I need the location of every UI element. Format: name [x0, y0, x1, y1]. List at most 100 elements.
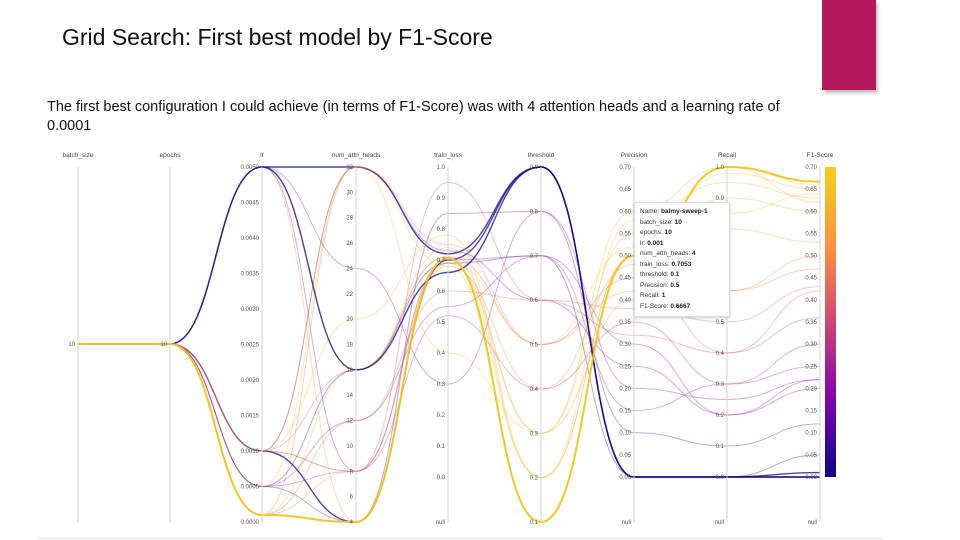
- tick-label-train-loss: null: [436, 520, 445, 526]
- tick-label-recall: 0.2: [716, 413, 725, 419]
- tooltip-value: balmy-sweep-1: [660, 208, 708, 215]
- tick-label-precision: 0.15: [619, 409, 631, 415]
- tick-label-threshold: 0.6: [530, 298, 539, 304]
- axes: batch_size10epochs10lr0.00500.00450.0040…: [62, 152, 833, 526]
- tick-label-precision: 0.65: [619, 187, 631, 193]
- run-line[interactable]: [77, 286, 821, 516]
- run-tooltip: Name: balmy-sweep-1 batch_size: 10 epochs:…: [634, 202, 730, 317]
- tick-label-f1-score: 0.10: [805, 431, 817, 437]
- axis-title-train-loss: train_loss: [434, 152, 463, 159]
- tick-label-f1-score: 0.65: [805, 187, 817, 193]
- accent-block: [822, 0, 876, 90]
- tick-label-train-loss: 0.8: [437, 227, 446, 233]
- tooltip-label: num_attn_heads:: [640, 250, 693, 257]
- tick-label-f1-score: 0.45: [805, 276, 817, 282]
- tick-label-f1-score: 0.35: [805, 320, 817, 326]
- tick-label-batch-size: 10: [68, 342, 75, 348]
- tick-label-threshold: 0.3: [530, 431, 539, 437]
- tick-label-num-attn-heads: 16: [346, 368, 353, 374]
- tooltip-row: batch_size: 10: [640, 218, 724, 229]
- tick-label-lr: 0.0005: [241, 485, 260, 491]
- tick-label-num-attn-heads: 8: [350, 469, 354, 475]
- tick-label-num-attn-heads: 24: [346, 266, 353, 272]
- tick-label-lr: 0.0010: [241, 449, 260, 455]
- tick-label-train-loss: 0.3: [437, 382, 446, 388]
- tick-label-precision: 0.35: [619, 320, 631, 326]
- run-line[interactable]: [77, 181, 821, 472]
- tick-label-num-attn-heads: 28: [346, 216, 353, 222]
- tick-label-f1-score: 0.25: [805, 364, 817, 370]
- tooltip-row: train_loss: 0.7053: [640, 260, 724, 271]
- tooltip-value: 4: [692, 250, 696, 257]
- tick-label-train-loss: 0.7: [437, 258, 446, 264]
- tick-label-num-attn-heads: 32: [346, 165, 353, 171]
- tooltip-label: F1-Score:: [640, 302, 671, 310]
- axis-title-recall: Recall: [718, 152, 737, 159]
- tick-label-train-loss: 0.6: [437, 289, 446, 295]
- tick-label-lr: 0.0025: [241, 343, 260, 349]
- tick-label-precision: 0.70: [619, 165, 631, 171]
- tick-label-f1-score: 0.00: [805, 475, 817, 481]
- run-line[interactable]: [77, 166, 821, 452]
- axis-title-num-attn-heads: num_attn_heads: [332, 152, 381, 159]
- tooltip-label: epochs:: [640, 229, 665, 236]
- tooltip-row: epochs: 10: [640, 228, 724, 239]
- run-line[interactable]: [77, 315, 821, 488]
- tick-label-num-attn-heads: 4: [350, 520, 354, 526]
- tick-label-num-attn-heads: 18: [346, 343, 353, 349]
- tooltip-value: 10: [674, 218, 682, 226]
- tick-label-precision: 0.50: [619, 254, 631, 260]
- tooltip-row: Precision: 0.5: [640, 281, 724, 292]
- tick-label-lr: 0.0015: [241, 414, 260, 420]
- tick-label-recall: 0.0: [716, 475, 725, 481]
- tick-label-precision: null: [622, 520, 631, 526]
- tick-label-train-loss: 0.2: [437, 413, 446, 419]
- tick-label-f1-score: null: [808, 520, 817, 526]
- tick-label-recall: null: [715, 520, 724, 526]
- tick-label-f1-score: 0.60: [805, 209, 817, 215]
- f1-colorbar: [825, 167, 836, 477]
- tick-label-num-attn-heads: 20: [346, 317, 353, 323]
- slide-title: Grid Search: First best model by F1-Scor…: [62, 24, 493, 50]
- tick-label-num-attn-heads: 26: [346, 241, 353, 247]
- tick-label-precision: 0.55: [619, 231, 631, 237]
- tick-label-lr: 0.0030: [241, 307, 260, 313]
- tick-label-train-loss: 0.1: [437, 444, 446, 450]
- run-line[interactable]: [77, 255, 821, 488]
- tick-label-precision: 0.10: [619, 431, 631, 437]
- tick-label-num-attn-heads: 12: [346, 419, 353, 425]
- axis-title-batch-size: batch_size: [62, 152, 93, 159]
- tick-label-threshold: 0.5: [530, 343, 539, 349]
- tick-label-f1-score: 0.20: [805, 386, 817, 392]
- slide-description: The first best configuration I could ach…: [47, 99, 780, 134]
- tick-label-f1-score: 0.15: [805, 409, 817, 415]
- tooltip-label: Precision:: [640, 281, 671, 289]
- tick-label-recall: 0.1: [716, 444, 725, 450]
- tick-label-precision: 0.60: [619, 209, 631, 215]
- tick-label-lr: 0.0045: [241, 201, 260, 207]
- tick-label-threshold: 0.1: [530, 520, 539, 526]
- axis-title-epochs: epochs: [160, 152, 182, 159]
- tick-label-threshold: 0.7: [530, 254, 539, 260]
- tooltip-label: Name:: [640, 208, 661, 215]
- tick-label-threshold: 0.8: [530, 209, 539, 215]
- run-line[interactable]: [77, 210, 821, 523]
- axis-title-f1-score: F1-Score: [807, 152, 834, 159]
- tick-label-f1-score: 0.30: [805, 342, 817, 348]
- tooltip-row: Recall: 1: [640, 291, 724, 302]
- tick-label-train-loss: 1.0: [437, 165, 446, 171]
- tooltip-label: batch_size:: [640, 218, 675, 226]
- tick-label-epochs: 10: [160, 342, 167, 348]
- tooltip-row: Name: balmy-sweep-1: [640, 207, 724, 218]
- tick-label-precision: 0.30: [619, 342, 631, 348]
- tooltip-row: lr: 0.001: [640, 239, 724, 250]
- tooltip-label: train_loss:: [640, 260, 672, 268]
- tick-label-num-attn-heads: 30: [346, 190, 353, 196]
- tick-label-recall: 1.0: [716, 165, 725, 171]
- run-line[interactable]: [77, 166, 821, 478]
- tooltip-value: 0.5: [670, 281, 680, 289]
- tick-label-f1-score: 0.50: [805, 254, 817, 260]
- tick-label-num-attn-heads: 22: [346, 292, 353, 298]
- tick-label-train-loss: 0.4: [437, 351, 446, 357]
